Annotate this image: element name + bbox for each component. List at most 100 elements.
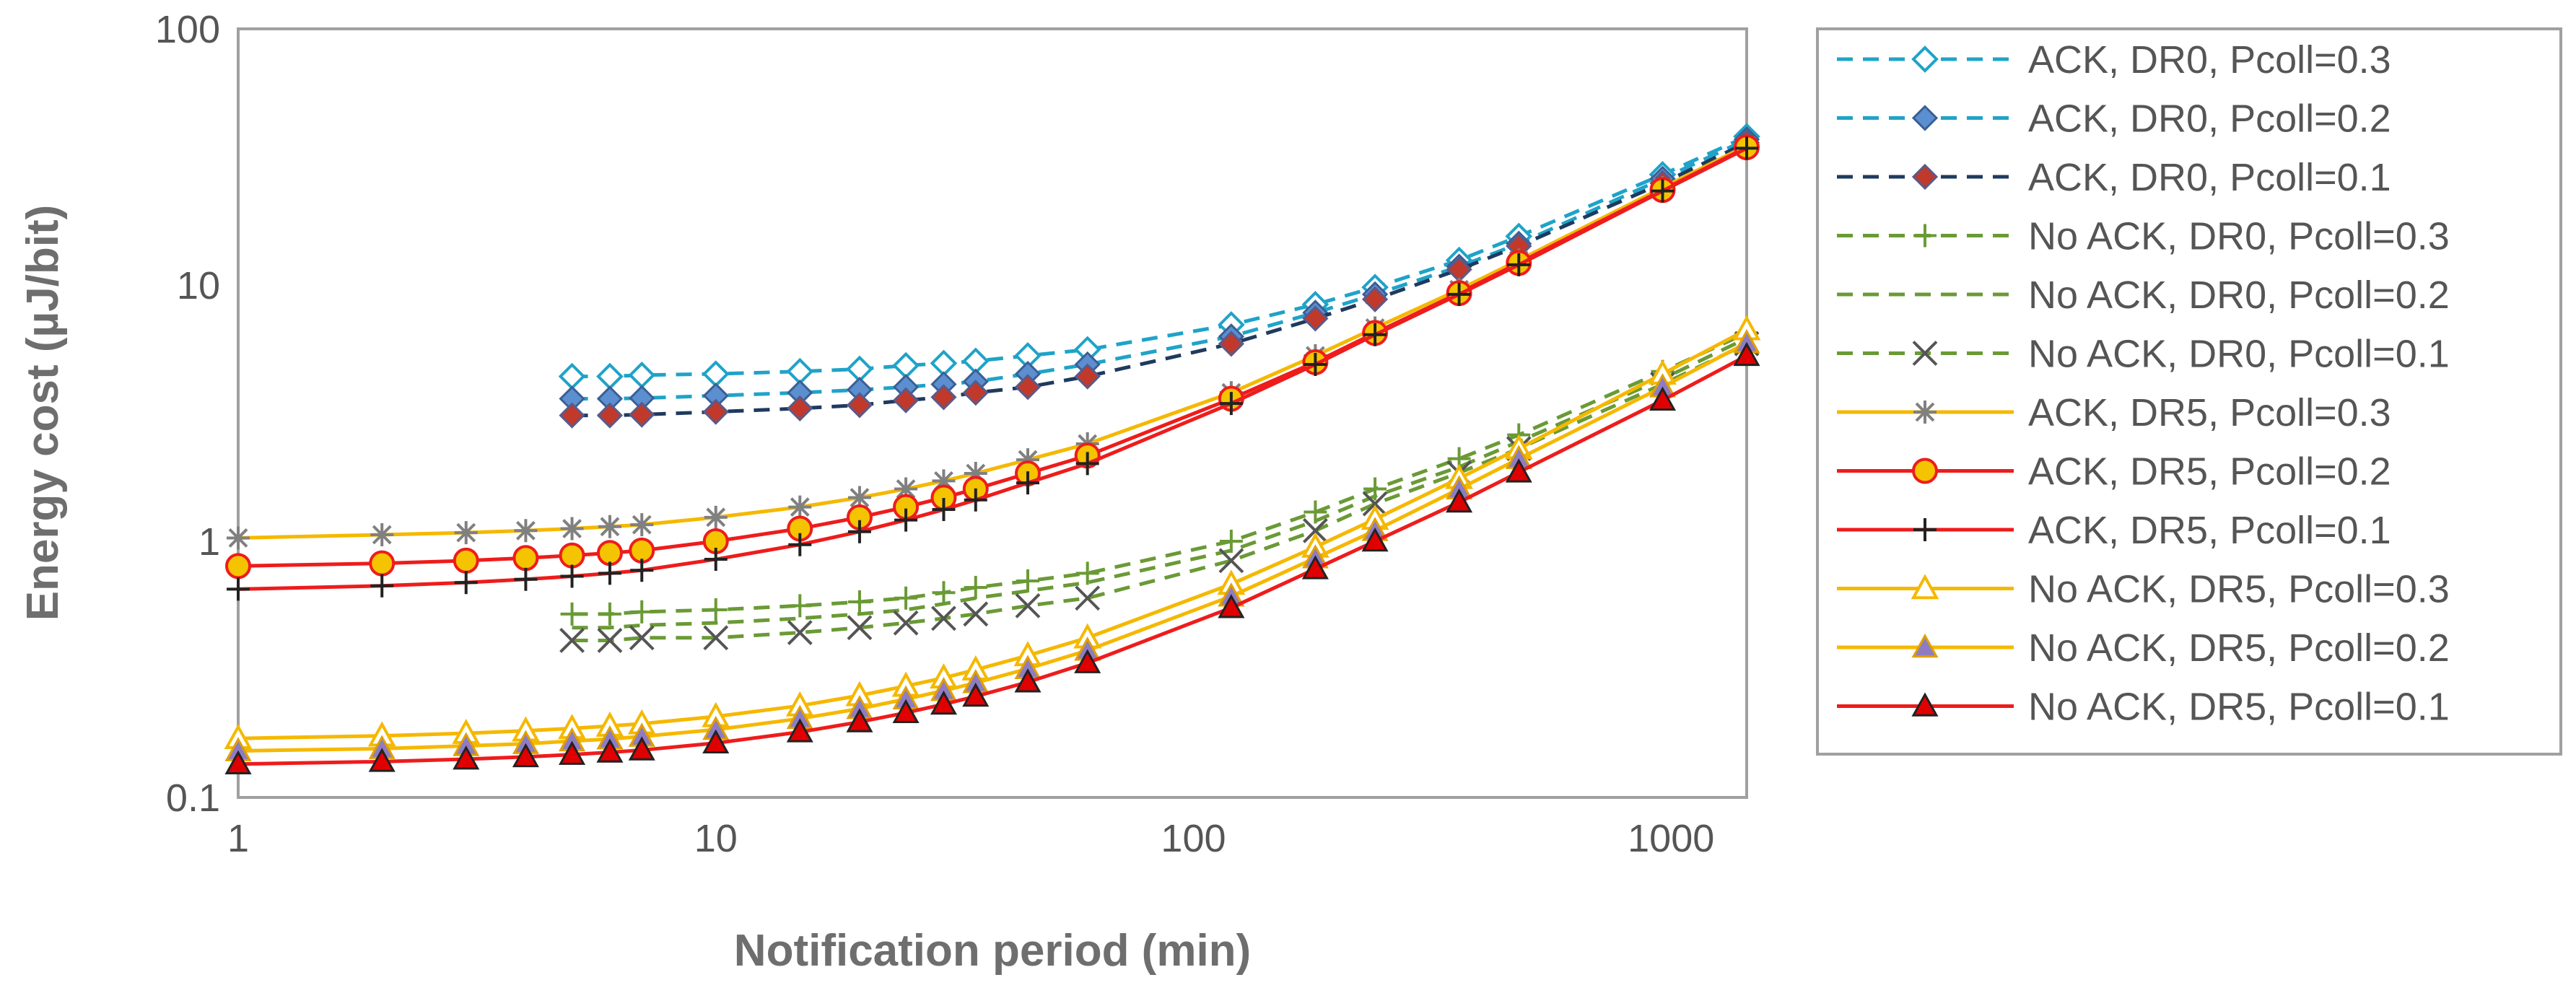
data-point	[1911, 692, 1939, 717]
data-point	[892, 387, 920, 414]
data-point	[1913, 224, 1937, 248]
data-point	[598, 602, 621, 626]
data-point	[786, 357, 814, 385]
data-point	[560, 564, 584, 588]
data-point	[1913, 518, 1937, 541]
series-line	[237, 144, 1748, 540]
data-point	[1074, 363, 1101, 390]
data-point	[629, 537, 655, 564]
legend-label: ACK, DR0, Pcoll=0.2	[2028, 97, 2391, 141]
legend-entry: No ACK, DR5, Pcoll=0.3	[1837, 568, 2450, 611]
data-point	[629, 625, 655, 651]
data-point	[787, 620, 813, 645]
data-point	[1911, 45, 1939, 73]
data-point	[453, 547, 479, 574]
data-point	[454, 571, 478, 595]
data-point	[596, 362, 624, 390]
data-point	[894, 586, 918, 610]
data-point	[847, 520, 871, 543]
series-line	[572, 141, 1748, 418]
series	[224, 341, 1760, 775]
data-point	[964, 488, 987, 512]
data-point	[1733, 341, 1760, 367]
series	[572, 336, 1748, 630]
data-point	[932, 498, 956, 522]
data-point	[628, 362, 656, 389]
data-point	[559, 628, 585, 653]
x-tick-label: 10	[694, 817, 738, 860]
data-point	[930, 690, 958, 715]
data-point	[560, 602, 584, 626]
data-point	[1912, 458, 1938, 484]
x-tick-label: 1	[227, 817, 249, 860]
data-point	[704, 548, 728, 572]
series	[558, 123, 1760, 390]
data-point	[1913, 401, 1937, 424]
data-point	[786, 718, 813, 743]
legend-entry: No ACK, DR0, Pcoll=0.2	[1837, 274, 2450, 317]
legend: ACK, DR0, Pcoll=0.3 ACK, DR0, Pcoll=0.2 AC…	[1816, 27, 2562, 756]
data-point	[1362, 491, 1388, 517]
legend-label: ACK, DR0, Pcoll=0.3	[2028, 38, 2391, 82]
data-point	[1016, 471, 1039, 495]
legend-entry: ACK, DR5, Pcoll=0.2	[1837, 450, 2391, 494]
series-line	[237, 328, 1748, 740]
data-point	[1015, 592, 1041, 618]
data-point	[1304, 352, 1327, 376]
data-point	[369, 550, 396, 577]
data-point	[628, 736, 655, 761]
legend-entry: ACK, DR0, Pcoll=0.2	[1837, 97, 2391, 141]
legend-entry: No ACK, DR5, Pcoll=0.1	[1837, 686, 2450, 729]
legend-label: ACK, DR5, Pcoll=0.2	[2028, 450, 2391, 494]
data-point	[514, 519, 538, 543]
y-tick-label: 100	[155, 8, 220, 51]
x-tick-label: 100	[1161, 817, 1226, 860]
data-point	[1651, 179, 1675, 203]
data-point	[512, 545, 539, 572]
data-point	[630, 513, 654, 537]
data-point	[560, 517, 584, 541]
data-point	[598, 515, 621, 538]
series	[227, 136, 1758, 601]
data-point	[1911, 633, 1939, 658]
data-point	[962, 682, 990, 707]
data-point	[1219, 392, 1243, 416]
data-point	[1014, 374, 1042, 401]
data-point	[964, 461, 987, 485]
data-point	[930, 384, 957, 411]
data-point	[597, 628, 623, 653]
legend-entry: ACK, DR0, Pcoll=0.3	[1837, 38, 2391, 82]
data-point	[225, 553, 251, 579]
series-line	[237, 145, 1748, 568]
legend-box	[1816, 27, 2562, 756]
legend-entry: ACK, DR5, Pcoll=0.1	[1837, 509, 2391, 552]
data-point	[703, 625, 729, 651]
data-point	[788, 533, 812, 556]
data-point	[1219, 530, 1243, 553]
legend-label: No ACK, DR5, Pcoll=0.2	[2028, 626, 2450, 670]
data-point	[559, 402, 585, 429]
data-point	[370, 574, 394, 598]
series	[559, 331, 1760, 653]
data-point	[227, 577, 250, 601]
series-line	[237, 341, 1748, 753]
data-point	[596, 402, 624, 429]
series-line	[237, 354, 1748, 766]
legend-label: ACK, DR5, Pcoll=0.3	[2028, 391, 2391, 434]
data-point	[1074, 649, 1101, 673]
data-point	[1735, 136, 1758, 160]
data-point	[514, 567, 538, 591]
data-point	[1301, 555, 1329, 579]
data-point	[1447, 282, 1471, 306]
data-point	[702, 729, 730, 753]
series	[560, 321, 1758, 626]
legend-entry: No ACK, DR0, Pcoll=0.1	[1837, 333, 2450, 376]
legend-label: ACK, DR5, Pcoll=0.1	[2028, 509, 2391, 552]
data-point	[629, 401, 655, 428]
legend-label: No ACK, DR0, Pcoll=0.2	[2028, 274, 2450, 317]
series-line	[572, 336, 1748, 630]
data-point	[1911, 163, 1939, 191]
data-point	[1218, 331, 1244, 357]
data-point	[1911, 105, 1939, 131]
data-point	[368, 748, 396, 772]
